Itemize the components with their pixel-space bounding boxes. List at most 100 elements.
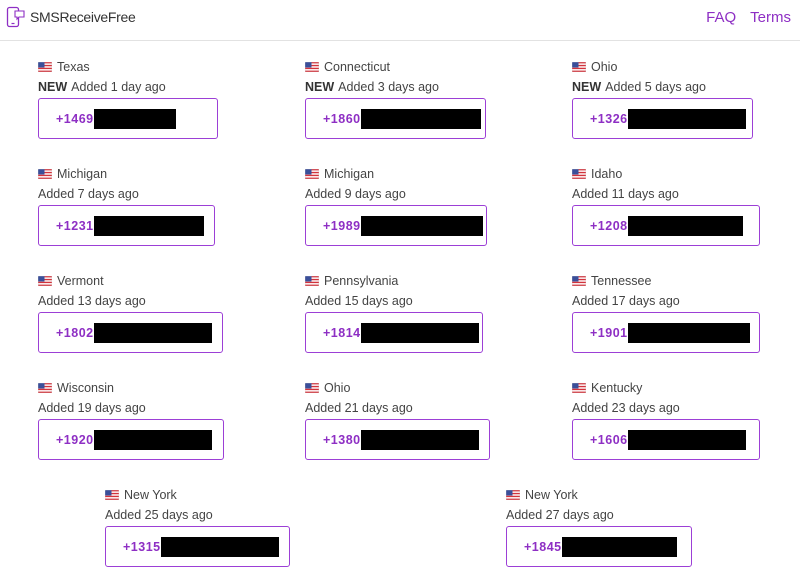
redaction-bar <box>627 429 746 450</box>
us-flag-icon <box>572 276 586 286</box>
phone-number: +1231 <box>56 218 94 233</box>
card-header: Ohio <box>305 381 490 395</box>
phone-number: +1860 <box>323 111 361 126</box>
state-name: Tennessee <box>591 274 652 288</box>
phone-number: +1901 <box>590 325 628 340</box>
state-name: Texas <box>57 60 90 74</box>
number-card: Tennessee Added 17 days ago +1901 <box>572 274 760 353</box>
card-header: Ohio <box>572 60 753 74</box>
phone-number-button[interactable]: +1469 <box>38 98 218 139</box>
us-flag-icon <box>572 169 586 179</box>
phone-number-button[interactable]: +1208 <box>572 205 760 246</box>
site-name: SMSReceiveFree <box>30 9 136 25</box>
state-name: Ohio <box>591 60 618 74</box>
nav-faq-link[interactable]: FAQ <box>706 9 737 26</box>
phone-number: +1380 <box>323 432 361 447</box>
added-line: Added 25 days ago <box>105 508 290 522</box>
number-card: Pennsylvania Added 15 days ago +1814 <box>305 274 483 353</box>
phone-number-button[interactable]: +1606 <box>572 419 760 460</box>
added-line: Added 19 days ago <box>38 401 224 415</box>
card-header: Idaho <box>572 167 760 181</box>
added-text: Added 17 days ago <box>572 294 680 308</box>
number-card: Wisconsin Added 19 days ago +1920 <box>38 381 224 460</box>
us-flag-icon <box>572 62 586 72</box>
phone-number: +1845 <box>524 539 562 554</box>
number-card: Ohio Added 21 days ago +1380 <box>305 381 490 460</box>
added-text: Added 1 day ago <box>71 80 166 94</box>
us-flag-icon <box>38 276 52 286</box>
card-header: Tennessee <box>572 274 760 288</box>
phone-number-button[interactable]: +1802 <box>38 312 223 353</box>
phone-number-button[interactable]: +1326 <box>572 98 753 139</box>
state-name: Ohio <box>324 381 351 395</box>
us-flag-icon <box>305 62 319 72</box>
redaction-bar <box>561 536 677 557</box>
top-bar: SMSReceiveFree FAQ Terms <box>0 0 800 41</box>
number-card: Vermont Added 13 days ago +1802 <box>38 274 223 353</box>
phone-number-button[interactable]: +1814 <box>305 312 483 353</box>
redaction-bar <box>627 108 746 129</box>
phone-number: +1326 <box>590 111 628 126</box>
phone-number: +1802 <box>56 325 94 340</box>
phone-number-button[interactable]: +1901 <box>572 312 760 353</box>
state-name: New York <box>525 488 578 502</box>
added-line: NEW Added 5 days ago <box>572 80 753 94</box>
added-line: NEW Added 3 days ago <box>305 80 486 94</box>
added-line: Added 15 days ago <box>305 294 483 308</box>
added-line: Added 9 days ago <box>305 187 487 201</box>
us-flag-icon <box>105 490 119 500</box>
redaction-bar <box>160 536 279 557</box>
state-name: Idaho <box>591 167 623 181</box>
redaction-bar <box>627 322 750 343</box>
added-line: Added 11 days ago <box>572 187 760 201</box>
us-flag-icon <box>572 383 586 393</box>
us-flag-icon <box>305 383 319 393</box>
redaction-bar <box>360 322 479 343</box>
site-logo[interactable]: SMSReceiveFree <box>6 6 136 28</box>
added-line: Added 23 days ago <box>572 401 760 415</box>
us-flag-icon <box>38 169 52 179</box>
phone-number-button[interactable]: +1380 <box>305 419 490 460</box>
phone-number-button[interactable]: +1231 <box>38 205 215 246</box>
phone-number-button[interactable]: +1989 <box>305 205 487 246</box>
new-badge: NEW <box>38 80 68 94</box>
state-name: Michigan <box>324 167 375 181</box>
added-text: Added 11 days ago <box>572 187 679 201</box>
number-card: Ohio NEW Added 5 days ago +1326 <box>572 60 753 139</box>
us-flag-icon <box>38 383 52 393</box>
state-name: Kentucky <box>591 381 643 395</box>
phone-number-button[interactable]: +1920 <box>38 419 224 460</box>
redaction-bar <box>360 215 483 236</box>
state-name: Wisconsin <box>57 381 114 395</box>
phone-number: +1208 <box>590 218 628 233</box>
us-flag-icon <box>506 490 520 500</box>
phone-number-button[interactable]: +1845 <box>506 526 692 567</box>
redaction-bar <box>93 215 204 236</box>
redaction-bar <box>93 322 212 343</box>
card-header: Michigan <box>38 167 215 181</box>
added-text: Added 3 days ago <box>338 80 439 94</box>
card-header: Michigan <box>305 167 487 181</box>
added-text: Added 13 days ago <box>38 294 146 308</box>
added-line: Added 17 days ago <box>572 294 760 308</box>
card-header: New York <box>105 488 290 502</box>
added-text: Added 19 days ago <box>38 401 146 415</box>
phone-number: +1920 <box>56 432 94 447</box>
redaction-bar <box>360 108 481 129</box>
us-flag-icon <box>38 62 52 72</box>
state-name: Michigan <box>57 167 108 181</box>
us-flag-icon <box>305 169 319 179</box>
added-line: Added 21 days ago <box>305 401 490 415</box>
phone-number-button[interactable]: +1315 <box>105 526 290 567</box>
phone-number: +1814 <box>323 325 361 340</box>
redaction-bar <box>93 108 176 129</box>
phone-number-button[interactable]: +1860 <box>305 98 486 139</box>
number-card: Kentucky Added 23 days ago +1606 <box>572 381 760 460</box>
phone-number: +1989 <box>323 218 361 233</box>
added-text: Added 27 days ago <box>506 508 614 522</box>
phone-number: +1315 <box>123 539 161 554</box>
added-text: Added 7 days ago <box>38 187 139 201</box>
number-card: Michigan Added 7 days ago +1231 <box>38 167 215 246</box>
nav-terms-link[interactable]: Terms <box>750 9 791 26</box>
redaction-bar <box>93 429 212 450</box>
